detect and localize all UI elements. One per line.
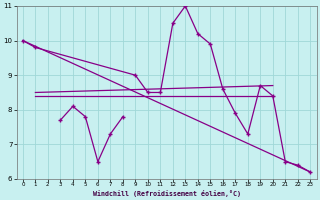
X-axis label: Windchill (Refroidissement éolien,°C): Windchill (Refroidissement éolien,°C) bbox=[92, 190, 241, 197]
